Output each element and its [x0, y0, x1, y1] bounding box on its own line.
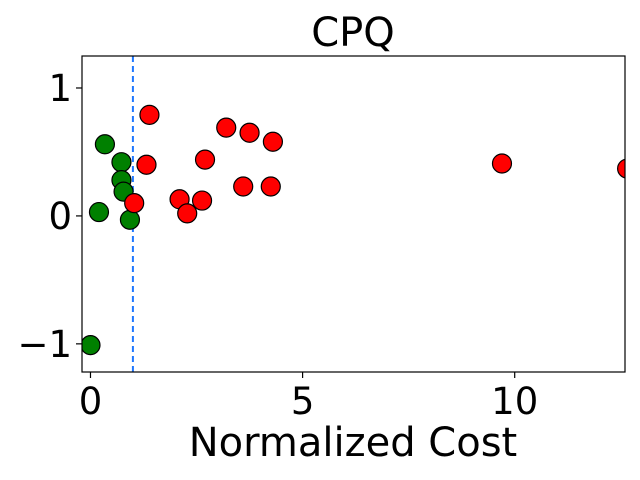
point-red-2 — [139, 104, 160, 125]
point-red-9 — [239, 122, 260, 143]
y-tick-label: −1 — [17, 323, 72, 366]
point-red-10 — [260, 176, 281, 197]
point-green-1 — [88, 201, 110, 223]
point-green-2 — [94, 134, 116, 155]
chart-title: CPQ — [311, 10, 395, 56]
point-red-0 — [124, 193, 145, 214]
point-green-0 — [82, 335, 101, 356]
point-red-11 — [262, 131, 283, 152]
point-red-4 — [177, 203, 198, 224]
plot-frame — [81, 55, 626, 373]
point-red-7 — [216, 117, 237, 138]
y-tick-label: 0 — [48, 195, 72, 238]
point-red-6 — [194, 149, 216, 170]
point-red-12 — [491, 153, 513, 174]
point-red-13 — [617, 158, 625, 179]
x-tick-label: 0 — [79, 380, 103, 423]
point-green-6 — [119, 209, 141, 230]
point-red-8 — [233, 176, 254, 197]
point-red-1 — [136, 154, 157, 175]
point-red-5 — [191, 190, 213, 211]
x-tick-label: 5 — [291, 380, 315, 423]
x-axis-label: Normalized Cost — [189, 420, 517, 466]
y-tick-label: 1 — [48, 67, 72, 110]
x-tick-label: 10 — [491, 380, 538, 423]
point-green-3 — [111, 152, 132, 173]
